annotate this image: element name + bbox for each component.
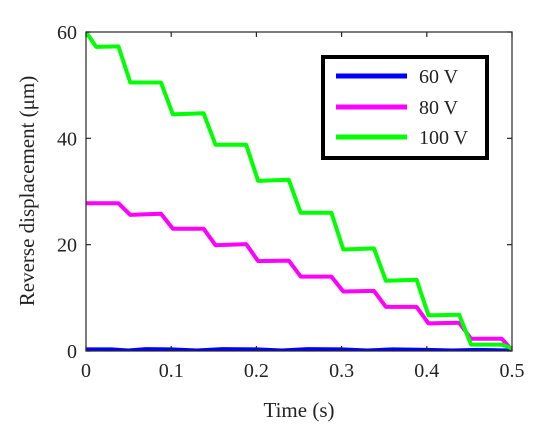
legend-label-100v: 100 V	[419, 127, 469, 149]
y-tick-label: 20	[57, 235, 77, 257]
y-tick-label: 40	[57, 128, 77, 150]
y-axis-title: Reverse displacement (μm)	[15, 76, 39, 307]
series-line-80v	[86, 201, 512, 351]
legend: 60 V 80 V 100 V	[321, 55, 489, 160]
x-tick-label: 0.5	[500, 360, 525, 382]
legend-label-80v: 80 V	[419, 97, 459, 119]
plot-area-frame	[85, 31, 513, 352]
y-tick-label: 60	[57, 22, 77, 44]
y-tick-label: 0	[67, 341, 77, 363]
series-line-100v	[86, 32, 512, 351]
x-axis-title: Time (s)	[264, 398, 335, 422]
x-tick-label: 0.1	[159, 360, 184, 382]
x-tick-label: 0	[81, 360, 91, 382]
series-line-60v	[86, 347, 512, 351]
x-axis-ticks: 0 0.1 0.2 0.3 0.4 0.5	[81, 32, 525, 382]
x-tick-label: 0.3	[329, 360, 354, 382]
x-tick-label: 0.4	[414, 360, 439, 382]
y-axis-ticks: 0 20 40 60	[57, 22, 512, 363]
x-tick-label: 0.2	[244, 360, 269, 382]
legend-label-60v: 60 V	[419, 66, 459, 88]
